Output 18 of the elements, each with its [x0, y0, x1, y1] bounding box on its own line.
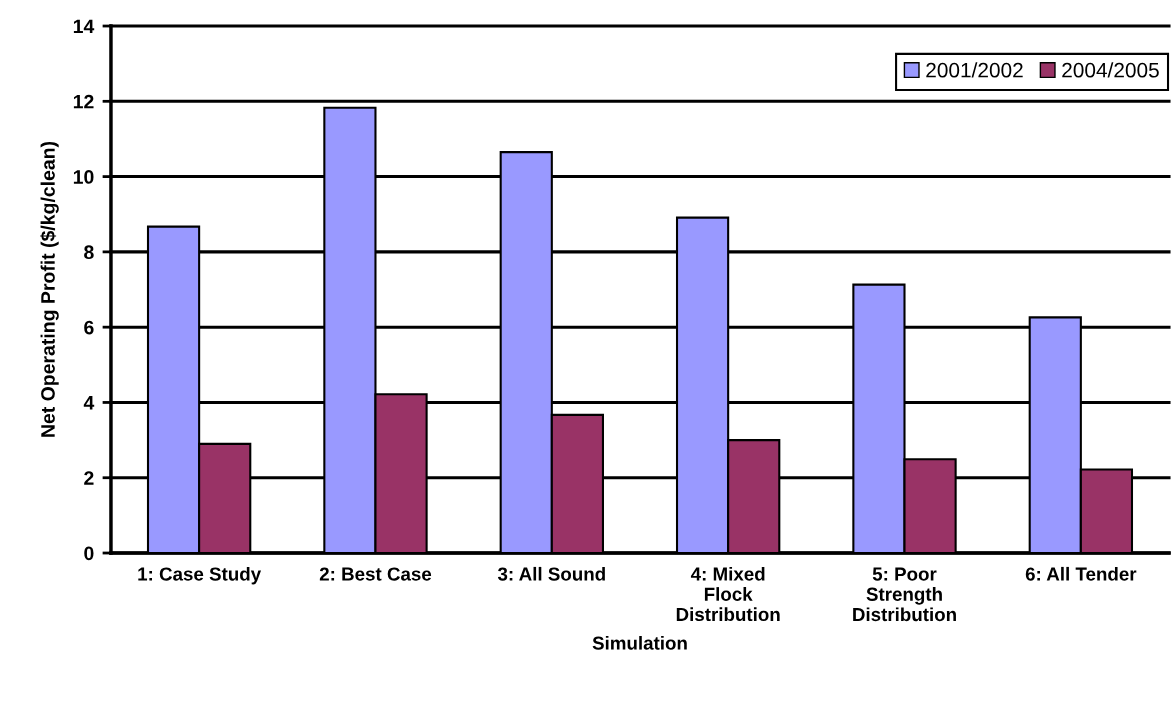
y-tick-label: 0 — [84, 546, 94, 561]
y-tick-label: 2 — [84, 471, 94, 485]
y-axis-title: Net Operating Profit ($/kg/clean) — [40, 141, 59, 437]
x-tick-label: 1: Case Study — [138, 566, 262, 585]
x-tick-label: 2: Best Case — [319, 567, 432, 581]
x-tick-label: 4: Mixed Flock Distribution — [676, 566, 780, 622]
y-tick-label: 10 — [73, 170, 94, 184]
y-tick-label: 6 — [84, 320, 94, 335]
legend-label: 2001/2002 — [926, 62, 1023, 78]
x-axis-title: Simulation — [592, 635, 687, 650]
y-tick-label: 4 — [83, 396, 95, 410]
x-tick-label: 5: Poor Strength Distribution — [853, 567, 956, 622]
y-tick-label: 8 — [84, 245, 94, 260]
x-tick-label: 3: All Sound — [497, 566, 605, 581]
x-tick-label: 6: All Tender — [1025, 566, 1137, 581]
legend-label: 2004/2005 — [1062, 62, 1159, 78]
y-tick-label: 12 — [73, 94, 94, 109]
y-tick-label: 14 — [73, 19, 95, 34]
